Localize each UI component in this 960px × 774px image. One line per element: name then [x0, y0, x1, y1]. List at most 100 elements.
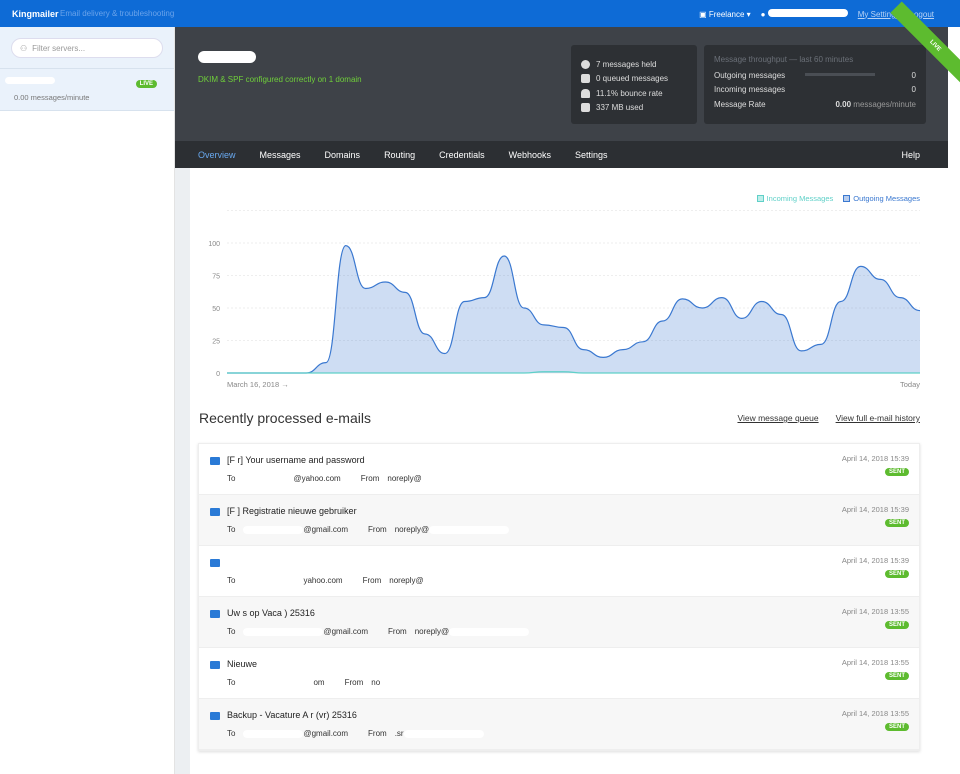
email-subject: [F ] Registratie nieuwe gebruiker — [227, 506, 357, 516]
y-tick-label: 75 — [212, 274, 220, 281]
logout-link[interactable]: Logout — [909, 9, 934, 19]
x-start-label: March 16, 2018 → — [227, 380, 289, 389]
outbox-icon — [210, 610, 220, 618]
from-label: From — [362, 576, 382, 585]
redacted-sender — [423, 576, 464, 585]
email-list: [F r] Your username and password To @yaho… — [198, 443, 920, 751]
line-outgoing — [227, 244, 921, 374]
redacted-sender — [429, 525, 510, 534]
incoming-label: Incoming messages — [714, 85, 786, 95]
window-edge — [948, 0, 960, 774]
outbox-icon — [210, 559, 220, 567]
stat-bounce[interactable]: 11.1% bounce rate — [581, 86, 687, 101]
redacted-recipient — [243, 525, 304, 534]
email-from: no — [371, 678, 381, 687]
legend-incoming[interactable]: Incoming Messages — [756, 194, 834, 203]
from-label: From — [368, 729, 387, 738]
status-badge: SENT — [884, 723, 909, 731]
email-row[interactable]: [F r] Your username and password To @yaho… — [199, 444, 919, 495]
email-date: April 14, 2018 15:39 — [841, 556, 909, 565]
view-history-link[interactable]: View full e-mail history — [835, 413, 920, 423]
redacted-recipient — [243, 576, 304, 585]
redacted-server-name — [5, 77, 55, 84]
held-icon — [581, 59, 590, 69]
outgoing-label: Outgoing messages — [714, 70, 786, 80]
redacted-recipient — [243, 627, 324, 636]
legend-outgoing[interactable]: Outgoing Messages — [843, 194, 920, 203]
tab-webhooks[interactable]: Webhooks — [508, 149, 551, 160]
help-link[interactable]: Help — [901, 149, 920, 160]
stat-text: 11.1% bounce rate — [596, 88, 663, 98]
main-content: Incoming Messages Outgoing Messages 0 25 5… — [190, 168, 948, 774]
building-icon: ▣ — [699, 9, 709, 19]
area-outgoing — [227, 245, 920, 373]
view-queue-link[interactable]: View message queue — [737, 413, 819, 423]
floppy-disk-icon — [581, 103, 590, 113]
stat-held[interactable]: 7 messages held — [581, 57, 687, 72]
email-date: April 14, 2018 13:55 — [841, 709, 909, 718]
email-row[interactable]: Backup - Vacature A r (vr) 25316 To @gmai… — [199, 699, 919, 750]
stat-text: 337 MB used — [596, 103, 644, 113]
tab-routing[interactable]: Routing — [384, 149, 416, 160]
org-label: Freelance ▾ — [708, 9, 751, 19]
y-tick-label: 0 — [216, 371, 220, 378]
stat-text: 7 messages held — [596, 59, 657, 69]
email-to: yahoo.com — [303, 576, 343, 585]
x-end-label: Today — [900, 380, 920, 389]
inbox-icon — [581, 74, 590, 84]
email-date: April 14, 2018 13:55 — [841, 658, 909, 667]
binoculars-icon: ⚇ — [20, 43, 28, 53]
stat-queued[interactable]: 0 queued messages — [581, 72, 687, 87]
filter-servers-input[interactable]: ⚇ Filter servers... — [11, 38, 163, 58]
email-row[interactable]: Uw s op Vaca ) 25316 To @gmail.com From no… — [199, 597, 919, 648]
incoming-value: 0 — [911, 85, 916, 95]
to-label: To — [227, 474, 236, 483]
tab-overview[interactable]: Overview — [198, 149, 236, 160]
email-date: April 14, 2018 13:55 — [841, 607, 909, 616]
redacted-sender — [403, 729, 484, 738]
org-dropdown[interactable]: ▣ Freelance ▾ — [699, 10, 751, 19]
status-badge: SENT — [884, 570, 909, 578]
email-row[interactable]: [F ] Registratie nieuwe gebruiker To @gma… — [199, 495, 919, 546]
email-from: noreply@ — [414, 627, 450, 636]
user-menu[interactable]: ● — [761, 9, 848, 19]
status-badge: SENT — [884, 519, 909, 527]
email-subject: Uw s op Vaca ) 25316 — [227, 608, 315, 618]
chart-legend: Incoming Messages Outgoing Messages — [756, 194, 920, 203]
server-item[interactable]: LIVE 0.00 messages/minute — [0, 69, 174, 111]
status-badge: SENT — [884, 468, 909, 476]
tab-domains[interactable]: Domains — [324, 149, 361, 160]
email-subject: [F r] Your username and password — [227, 455, 365, 465]
stat-storage: 337 MB used — [581, 101, 687, 116]
tagline: Email delivery & troubleshooting — [60, 9, 175, 18]
outgoing-bar — [805, 73, 875, 76]
legend-swatch — [756, 195, 764, 202]
email-subject: Backup - Vacature A r (vr) 25316 — [227, 710, 357, 720]
outgoing-value: 0 — [911, 70, 916, 80]
to-label: To — [227, 729, 236, 738]
status-badge: SENT — [884, 621, 909, 629]
legend-swatch — [843, 195, 851, 202]
bounce-icon — [581, 88, 590, 98]
tab-settings[interactable]: Settings — [574, 149, 608, 160]
email-row[interactable]: Nieuwe To om From no April 14, 2018 13:55 … — [199, 648, 919, 699]
from-label: From — [344, 678, 364, 687]
throughput-panel: Message throughput — last 60 minutes Out… — [704, 45, 926, 124]
email-subject: Nieuwe — [227, 659, 258, 669]
to-label: To — [227, 525, 236, 534]
email-row[interactable]: To yahoo.com From noreply@ April 14, 2018 … — [199, 546, 919, 597]
brand-logo[interactable]: Kingmailer — [12, 9, 59, 19]
my-settings-link[interactable]: My Settings — [857, 9, 900, 19]
email-from: noreply@ — [394, 525, 430, 534]
server-nav: Overview Messages Domains Routing Creden… — [175, 141, 948, 168]
legend-label: Incoming Messages — [766, 194, 834, 203]
rate-unit: messages/minute — [853, 99, 916, 109]
tab-messages[interactable]: Messages — [259, 149, 301, 160]
tab-credentials[interactable]: Credentials — [439, 149, 485, 160]
rate-label: Message Rate — [714, 99, 766, 109]
redacted-sender — [449, 627, 530, 636]
outbox-icon — [210, 508, 220, 516]
email-from: noreply@ — [387, 474, 422, 483]
redacted-username — [767, 9, 848, 17]
outbox-icon — [210, 661, 220, 669]
